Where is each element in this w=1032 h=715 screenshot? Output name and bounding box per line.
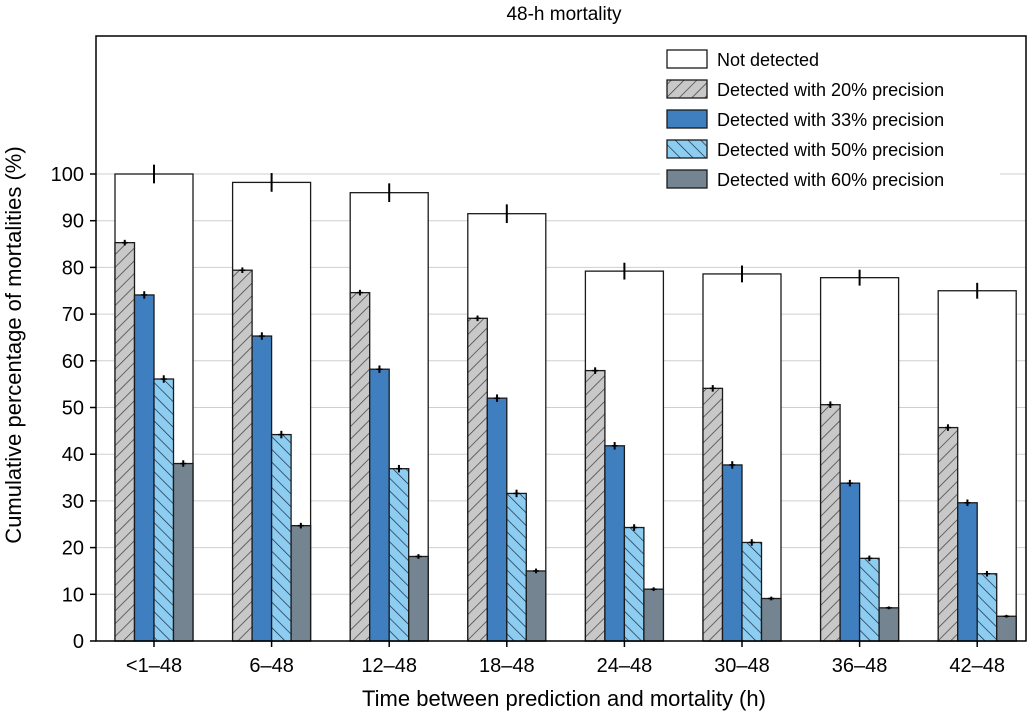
chart-title: 48-h mortality [506,4,622,25]
bar-detected-with-60-precision [172,462,194,642]
y-tick-label: 0 [73,631,84,653]
x-tick-label: 24–48 [597,655,653,677]
bar-detected-with-20-precision [819,404,841,642]
bar-detected-with-50-precision [976,573,998,642]
bar-detected-with-50-precision [741,541,763,642]
bar-detected-with-33-precision [721,464,743,642]
y-tick-label: 90 [62,211,84,233]
legend-label: Detected with 50% precision [717,140,944,160]
bar-detected-with-60-precision [996,615,1017,642]
y-axis-label: Cumulative percentage of mortalities (%) [1,146,26,543]
legend-label: Not detected [717,50,819,70]
bar-detected-with-33-precision [957,502,978,642]
x-axis-label: Time between prediction and mortality (h… [362,686,766,711]
bar-detected-with-20-precision [937,426,959,642]
bar-detected-with-50-precision [388,468,410,642]
plot-frame [95,35,1027,642]
x-tick-label: 18–48 [479,655,535,677]
bar-detected-with-33-precision [133,294,155,642]
y-tick-label: 40 [62,444,84,466]
legend: Not detected Detected with 20% precision D… [660,42,1000,195]
bar-detected-with-20-precision [467,317,488,642]
legend-background [660,42,1000,195]
y-tick-label: 60 [62,351,84,373]
legend-swatch [666,109,708,129]
bar-detected-with-33-precision [486,397,508,642]
x-tick-label: <1–48 [126,655,182,677]
bar-detected-with-60-precision [290,525,312,642]
bar-detected-with-20-precision [584,369,606,642]
bar-detected-with-33-precision [604,445,626,642]
bar-detected-with-50-precision [153,378,175,642]
bar-detected-with-50-precision [506,492,527,642]
x-tick-label: 6–48 [249,655,294,677]
y-tick-label: 100 [51,164,84,186]
bar-detected-with-50-precision [270,433,292,642]
bars [114,173,1017,642]
x-tick-label: 42–48 [949,655,1005,677]
legend-swatch [666,79,708,99]
bar-detected-with-20-precision [231,269,253,642]
y-tick-label: 10 [62,584,84,606]
y-tick-label: 80 [62,257,84,279]
y-tick-label: 20 [62,538,84,560]
legend-label: Detected with 20% precision [717,80,944,100]
y-tick-label: 70 [62,304,84,326]
y-axis-ticks: 0 10 20 30 40 50 60 70 80 90 100 [51,164,96,653]
legend-label: Detected with 60% precision [717,170,944,190]
bar-detected-with-33-precision [251,335,273,642]
y-tick-label: 30 [62,491,84,513]
bar-detected-with-60-precision [878,607,900,642]
bar-detected-with-60-precision [760,597,782,642]
bar-detected-with-20-precision [349,291,371,642]
bar-detected-with-33-precision [369,368,390,642]
bar-detected-with-20-precision [114,241,136,642]
x-tick-label: 36–48 [832,655,888,677]
error-bars [121,164,1010,618]
bar-detected-with-60-precision [525,570,547,642]
bar-detected-with-60-precision [408,555,429,642]
x-tick-label: 30–48 [714,655,770,677]
legend-swatch [666,139,708,159]
legend-label: Detected with 33% precision [717,110,944,130]
bar-detected-with-50-precision [858,557,880,642]
bar-detected-with-60-precision [643,588,665,642]
bar-detected-with-50-precision [623,526,645,642]
y-tick-label: 50 [62,398,84,420]
bar-detected-with-20-precision [702,387,724,642]
x-tick-label: 12–48 [361,655,417,677]
bar-detected-with-33-precision [839,482,861,642]
x-axis-ticks: <1–48 6–48 12–48 18–48 24–48 30–48 36–48 42–48 [126,641,1005,677]
legend-swatch [666,49,708,69]
legend-swatch [666,169,708,189]
